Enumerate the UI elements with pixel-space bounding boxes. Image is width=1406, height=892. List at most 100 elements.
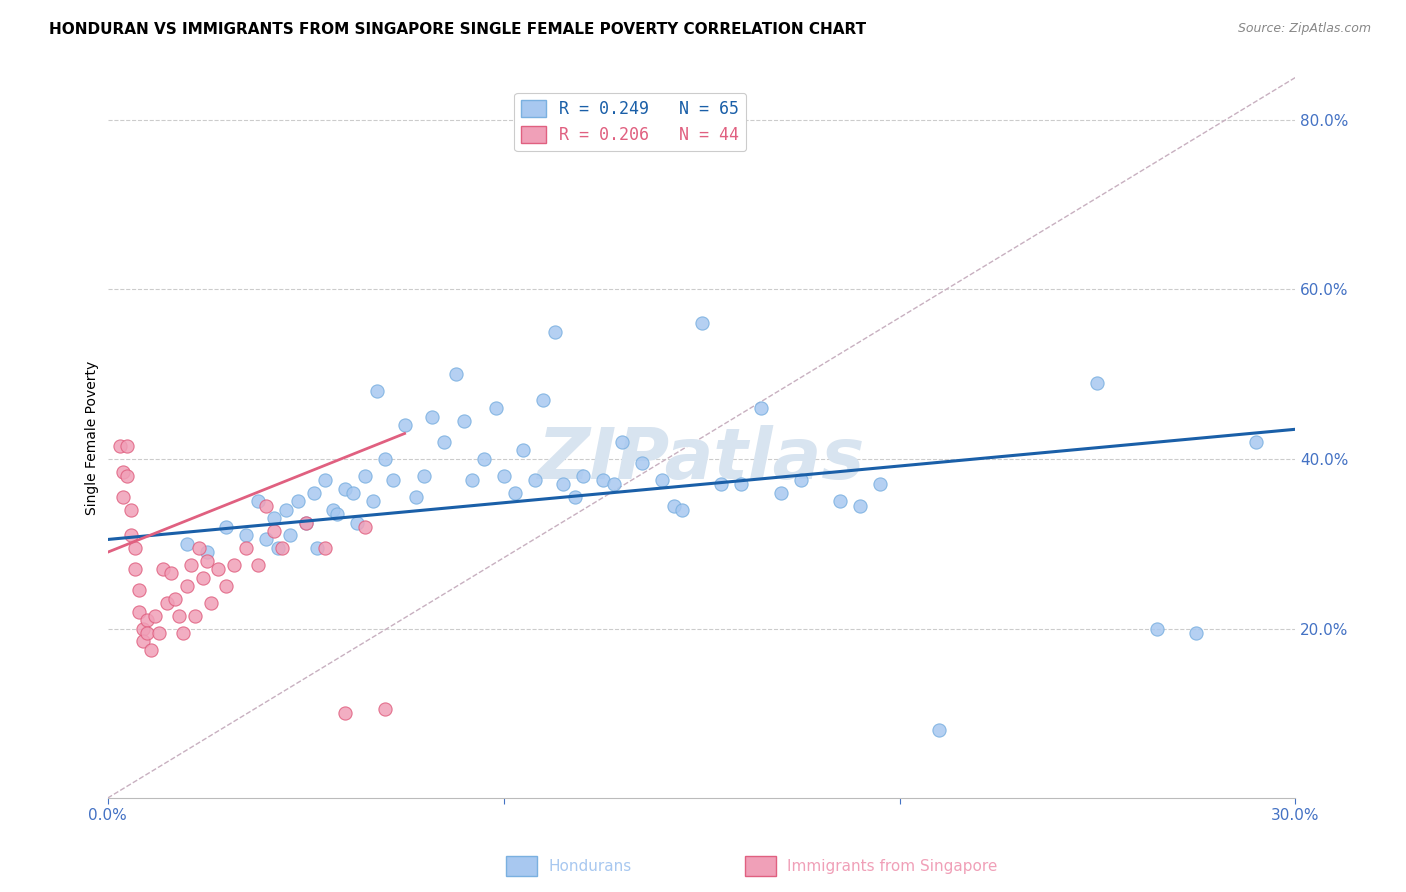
Point [749, 401, 772, 415]
Point [505, 486, 527, 500]
Point [326, 507, 349, 521]
Point [651, 473, 673, 487]
Point [730, 477, 752, 491]
Point [1087, 376, 1109, 390]
Point [307, 541, 329, 555]
Point [120, 528, 142, 542]
Point [433, 435, 456, 450]
Point [124, 541, 146, 555]
Point [394, 417, 416, 432]
Point [235, 528, 257, 542]
Text: Immigrants from Singapore: Immigrants from Singapore [787, 859, 998, 873]
Text: ZIPatlas: ZIPatlas [538, 425, 865, 494]
Point [413, 469, 436, 483]
Point [869, 477, 891, 491]
Point [294, 516, 316, 530]
Point [346, 516, 368, 530]
Point [278, 528, 301, 542]
Point [117, 469, 139, 483]
Point [247, 558, 270, 572]
Point [187, 541, 209, 555]
Point [294, 516, 316, 530]
Point [200, 596, 222, 610]
Point [128, 583, 150, 598]
Point [112, 465, 135, 479]
Point [1244, 435, 1267, 450]
Point [314, 541, 336, 555]
Point [374, 702, 396, 716]
Text: Hondurans: Hondurans [548, 859, 631, 873]
Point [671, 503, 693, 517]
Point [335, 706, 357, 721]
Point [710, 477, 733, 491]
Point [136, 625, 159, 640]
Point [263, 524, 285, 538]
Point [592, 473, 614, 487]
Point [472, 452, 495, 467]
Point [235, 541, 257, 555]
Point [603, 477, 626, 491]
Point [420, 409, 443, 424]
Point [247, 494, 270, 508]
Text: HONDURAN VS IMMIGRANTS FROM SINGAPORE SINGLE FEMALE POVERTY CORRELATION CHART: HONDURAN VS IMMIGRANTS FROM SINGAPORE SI… [49, 22, 866, 37]
Point [531, 392, 554, 407]
Point [167, 608, 190, 623]
Point [128, 605, 150, 619]
Point [191, 571, 214, 585]
Point [254, 533, 277, 547]
Point [662, 499, 685, 513]
Point [928, 723, 950, 738]
Point [143, 608, 166, 623]
Point [354, 469, 377, 483]
Point [512, 443, 534, 458]
Point [254, 499, 277, 513]
Point [374, 452, 396, 467]
Text: Source: ZipAtlas.com: Source: ZipAtlas.com [1237, 22, 1371, 36]
Point [769, 486, 792, 500]
Point [544, 325, 567, 339]
Point [263, 511, 285, 525]
Point [117, 439, 139, 453]
Point [342, 486, 364, 500]
Point [485, 401, 508, 415]
Point [124, 562, 146, 576]
Point [207, 562, 229, 576]
Point [631, 456, 654, 470]
Point [444, 367, 467, 381]
Point [148, 625, 170, 640]
Point [361, 494, 384, 508]
Point [172, 625, 194, 640]
Point [564, 490, 586, 504]
Point [453, 414, 475, 428]
Point [849, 499, 872, 513]
Point [112, 490, 135, 504]
Point [274, 503, 297, 517]
Point [224, 558, 246, 572]
Point [132, 622, 155, 636]
Point [195, 554, 218, 568]
Point [215, 520, 238, 534]
Point [461, 473, 484, 487]
Point [690, 316, 713, 330]
Point [789, 473, 811, 487]
Point [176, 537, 198, 551]
Point [492, 469, 515, 483]
Point [524, 473, 547, 487]
Point [141, 642, 163, 657]
Point [184, 608, 207, 623]
Point [405, 490, 427, 504]
Point [366, 384, 388, 398]
Point [267, 541, 290, 555]
Point [287, 494, 309, 508]
Point [302, 486, 325, 500]
Point [163, 591, 186, 606]
Legend: R = 0.249   N = 65, R = 0.206   N = 44: R = 0.249 N = 65, R = 0.206 N = 44 [515, 93, 747, 151]
Point [335, 482, 357, 496]
Point [120, 503, 142, 517]
Point [132, 634, 155, 648]
Point [152, 562, 174, 576]
Point [322, 503, 344, 517]
Point [571, 469, 593, 483]
Point [612, 435, 634, 450]
Point [215, 579, 238, 593]
